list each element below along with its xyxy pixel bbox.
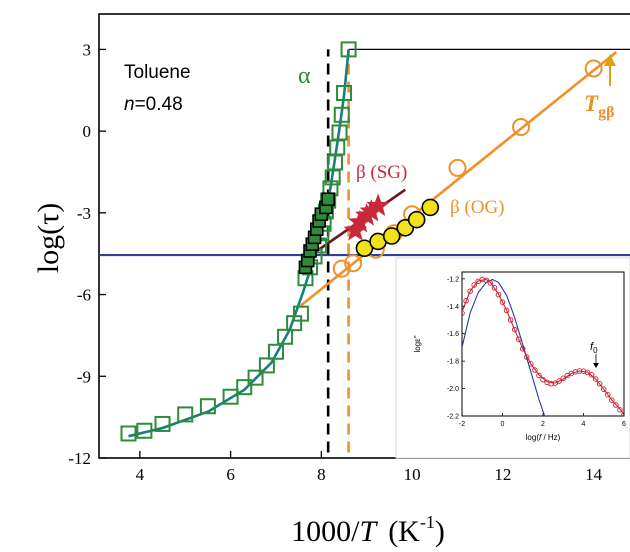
inset-f0-label: f0 bbox=[590, 341, 598, 355]
inset-data-point bbox=[467, 288, 473, 294]
alpha-open-square-point bbox=[199, 398, 216, 415]
inset-y-tick-label: -1.8 bbox=[447, 359, 459, 366]
main-plot bbox=[99, 41, 630, 453]
alpha-open-square-point bbox=[340, 41, 357, 58]
beta-og-filled-circle-point bbox=[382, 227, 401, 245]
inset-data-point bbox=[617, 407, 623, 413]
y-tick-label: -3 bbox=[77, 204, 91, 223]
inset-data-point bbox=[592, 376, 599, 382]
alpha-open-square-point bbox=[258, 357, 275, 374]
inset-fit-curve bbox=[462, 278, 624, 415]
inset-data-point bbox=[613, 402, 619, 408]
alpha-open-square-point bbox=[247, 369, 264, 386]
tg-beta-label: Tgβ bbox=[584, 91, 615, 121]
inset-y-tick-label: -1.2 bbox=[447, 276, 459, 283]
inset-data-point bbox=[588, 372, 595, 378]
alpha-open-square-point bbox=[222, 388, 239, 405]
inset-y-tick-label: -2.2 bbox=[447, 414, 459, 421]
beta-og-open-circle-point bbox=[448, 158, 467, 177]
alpha-open-square-point bbox=[177, 406, 194, 423]
inset-x-label: log(f / Hz) bbox=[526, 433, 561, 442]
stretch-exponent-label: n=0.48 bbox=[124, 94, 183, 115]
inset-x-tick-label: 4 bbox=[582, 421, 586, 428]
system-label: Toluene bbox=[124, 62, 191, 83]
alpha-open-square-point bbox=[236, 379, 253, 396]
y-tick-label: 3 bbox=[83, 40, 92, 59]
inset-data-point bbox=[499, 299, 506, 305]
y-tick-label: -9 bbox=[77, 367, 91, 386]
y-tick-label: -12 bbox=[68, 449, 91, 468]
alpha-open-square-point bbox=[154, 415, 171, 432]
inset-data-point bbox=[536, 372, 542, 379]
inset-data-point bbox=[495, 291, 502, 298]
alpha-filled-square-point bbox=[321, 192, 335, 207]
x-tick-label: 10 bbox=[404, 465, 421, 484]
alpha-label: α bbox=[298, 63, 311, 89]
y-axis-label: log(τ) bbox=[32, 203, 65, 273]
alpha-open-square-point bbox=[292, 305, 309, 322]
inset-x-tick-label: 2 bbox=[541, 421, 545, 428]
axis-ticks: 4 6 8 10 12 14 3 0 -3 -6 -9 -12 bbox=[68, 40, 602, 484]
plot-area-frame bbox=[98, 13, 630, 459]
alpha-open-square-point bbox=[136, 422, 153, 439]
inset-data-point bbox=[507, 317, 514, 323]
inset-data-point bbox=[503, 307, 510, 314]
alpha-open-square-point bbox=[120, 425, 137, 442]
beta-og-filled-circle-point bbox=[355, 239, 374, 258]
beta-og-open-circle-point bbox=[512, 118, 531, 137]
beta-og-open-circle-point bbox=[344, 254, 363, 273]
alpha-open-square-point bbox=[336, 84, 353, 101]
x-tick-label: 6 bbox=[226, 465, 235, 484]
beta-og-filled-circle-point bbox=[407, 210, 426, 229]
tg-beta-arrow bbox=[604, 54, 616, 86]
inset-data-point bbox=[548, 381, 554, 387]
alpha-open-square-point bbox=[331, 124, 348, 141]
inset-data-point bbox=[556, 378, 562, 384]
y-tick-label: -6 bbox=[77, 286, 91, 305]
inset-data-point bbox=[584, 369, 591, 376]
y-tick-label: 0 bbox=[83, 122, 92, 141]
inset-data-point bbox=[609, 397, 615, 403]
inset-y-tick-label: -1.4 bbox=[447, 304, 459, 311]
inset-y-tick-label: -2.0 bbox=[447, 386, 459, 393]
x-tick-label: 14 bbox=[585, 465, 603, 484]
beta-og-filled-circle-point bbox=[421, 198, 440, 217]
inset-data-point bbox=[463, 298, 469, 304]
inset-data-point bbox=[520, 346, 526, 352]
alpha-open-square-point bbox=[333, 106, 350, 123]
beta-sg-star-point bbox=[366, 193, 390, 217]
x-tick-label: 12 bbox=[494, 465, 511, 484]
x-tick-label: 4 bbox=[136, 465, 145, 484]
inset-data-point bbox=[532, 367, 538, 373]
inset-data-point bbox=[471, 282, 477, 288]
inset-data-point bbox=[621, 411, 624, 416]
inset-data-point bbox=[601, 386, 607, 393]
inset-loss-spectrum: -2 0 2 4 6 -1.2 -1.4 -1.6 -1.8 -2.0 -2.2 logε" log… bbox=[395, 257, 630, 459]
beta-og-open-circle-point bbox=[584, 59, 603, 78]
inset-x-tick-label: -2 bbox=[459, 421, 465, 428]
inset-y-tick-label: -1.6 bbox=[447, 331, 459, 338]
x-axis-label: 1000/T (K-1) bbox=[291, 512, 445, 548]
inset-data-point bbox=[560, 375, 567, 382]
inset-data-point bbox=[605, 391, 611, 398]
inset-data-point bbox=[491, 285, 498, 291]
inset-data-point bbox=[596, 381, 603, 387]
x-tick-label: 8 bbox=[317, 465, 326, 484]
inset-f0-arrow bbox=[593, 354, 599, 368]
alpha-open-square-point bbox=[277, 328, 294, 345]
inset-axis-ticks: -2 0 2 4 6 -1.2 -1.4 -1.6 -1.8 -2.0 -2.2 bbox=[447, 276, 626, 428]
inset-y-label: logε" bbox=[413, 335, 422, 352]
beta-og-line bbox=[300, 51, 618, 307]
beta-og-open-circle-point bbox=[332, 259, 351, 278]
inset-fit-line bbox=[462, 278, 546, 416]
beta-sg-label: β (SG) bbox=[356, 162, 407, 183]
inset-x-tick-label: 6 bbox=[622, 421, 626, 428]
beta-og-label: β (OG) bbox=[450, 197, 505, 218]
alpha-open-square-point bbox=[267, 343, 284, 360]
inset-x-tick-label: 0 bbox=[501, 421, 505, 428]
data-markers bbox=[120, 41, 603, 442]
inset-data-point bbox=[511, 326, 518, 333]
